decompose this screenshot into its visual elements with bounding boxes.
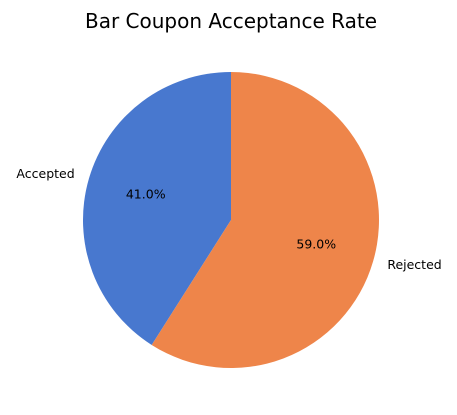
pie-labels: Accepted 41.0% Rejected 59.0% bbox=[16, 166, 441, 272]
pie-slices bbox=[82, 72, 379, 368]
slice-label-accepted: Accepted bbox=[16, 166, 74, 181]
percent-label-rejected: 59.0% bbox=[296, 236, 336, 251]
percent-label-accepted: 41.0% bbox=[126, 187, 166, 202]
pie-slice-accepted bbox=[82, 72, 232, 345]
pie-slice-rejected bbox=[151, 72, 379, 368]
slice-label-rejected: Rejected bbox=[387, 257, 441, 272]
chart-title: Bar Coupon Acceptance Rate bbox=[85, 9, 377, 33]
